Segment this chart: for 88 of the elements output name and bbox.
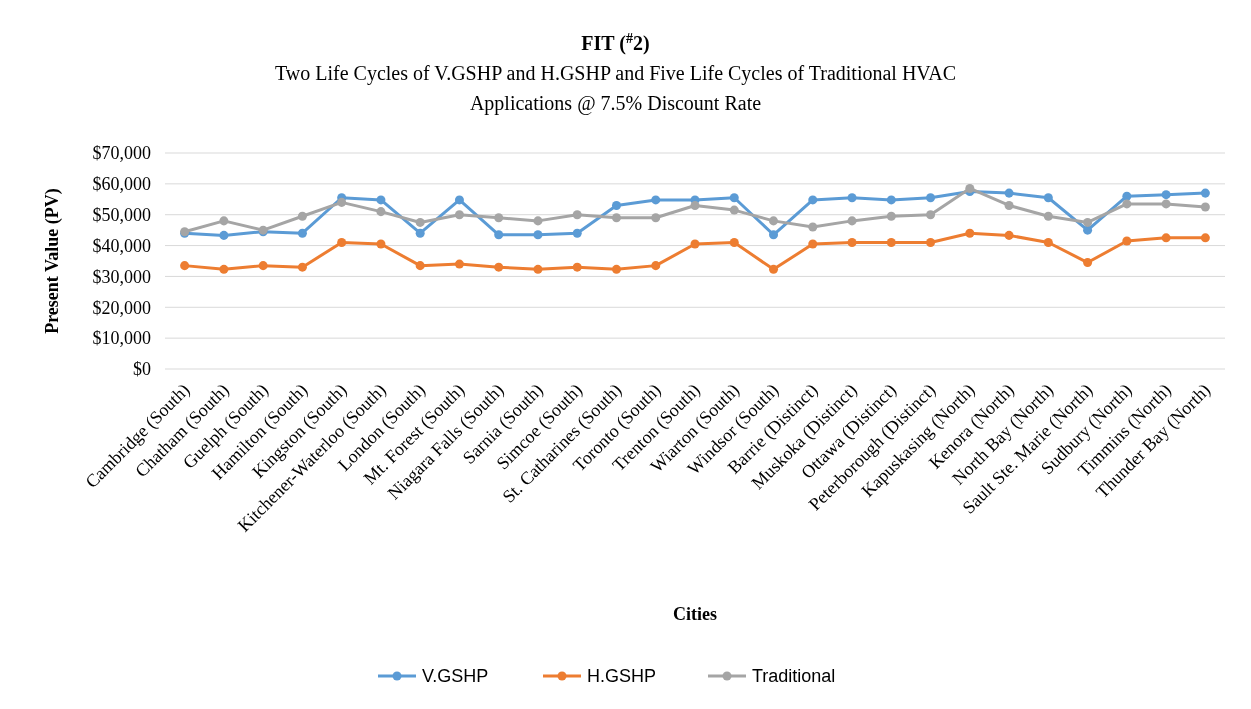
point	[258, 261, 268, 271]
point	[651, 261, 661, 271]
point	[494, 230, 504, 240]
point	[729, 205, 739, 215]
point	[219, 230, 229, 240]
point	[376, 239, 386, 249]
chart-title: FIT ($^{#}$2)	[581, 30, 650, 55]
y-tick-label: $30,000	[92, 266, 151, 287]
point	[219, 216, 229, 226]
point	[1122, 236, 1132, 246]
point	[454, 259, 464, 269]
y-tick-label: $40,000	[92, 235, 151, 256]
point	[1122, 199, 1132, 209]
point	[769, 230, 779, 240]
point	[965, 183, 975, 193]
point	[454, 195, 464, 205]
point	[494, 262, 504, 272]
y-tick-label: $0	[133, 359, 151, 380]
point	[533, 230, 543, 240]
point	[1200, 233, 1210, 243]
point	[1161, 233, 1171, 243]
chart-subtitle: Two Life Cycles of V.GSHP and H.GSHP and Five Life Cycles of Traditional HVAC Applications @ 7.5% Discount Rate	[275, 62, 956, 115]
point	[690, 200, 700, 210]
point	[415, 261, 425, 271]
point	[729, 193, 739, 203]
point	[572, 228, 582, 238]
point	[808, 239, 818, 249]
y-axis-title: Present Value (PV)	[42, 188, 63, 334]
point	[808, 195, 818, 205]
point	[337, 237, 347, 247]
point	[769, 216, 779, 226]
point	[926, 210, 936, 220]
point	[297, 228, 307, 238]
legend-label: V.GSHP	[422, 666, 489, 687]
point	[376, 207, 386, 217]
point	[376, 195, 386, 205]
point	[1004, 230, 1014, 240]
point	[1161, 190, 1171, 200]
point	[886, 211, 896, 221]
point	[886, 195, 896, 205]
point	[494, 213, 504, 223]
point	[729, 237, 739, 247]
point	[886, 237, 896, 247]
point	[1004, 200, 1014, 210]
point	[847, 193, 857, 203]
point	[965, 228, 975, 238]
point	[1043, 237, 1053, 247]
point	[1083, 217, 1093, 227]
point	[1004, 188, 1014, 198]
point	[337, 197, 347, 207]
point	[611, 200, 621, 210]
point	[611, 213, 621, 223]
y-tick-label: $50,000	[92, 205, 151, 226]
point	[1043, 193, 1053, 203]
point	[847, 216, 857, 226]
x-axis-title: Cities	[673, 604, 717, 624]
point	[415, 217, 425, 227]
y-tick-label: $70,000	[92, 143, 151, 164]
point	[415, 228, 425, 238]
point	[1043, 211, 1053, 221]
legend-label: Traditional	[752, 666, 836, 687]
point	[297, 211, 307, 221]
point	[533, 216, 543, 226]
point	[1161, 199, 1171, 209]
point	[690, 239, 700, 249]
point	[1083, 258, 1093, 268]
point	[1200, 188, 1210, 198]
point	[769, 264, 779, 274]
legend-label: H.GSHP	[587, 666, 657, 687]
point	[454, 210, 464, 220]
point	[611, 264, 621, 274]
point	[219, 264, 229, 274]
point	[180, 261, 190, 271]
point	[926, 237, 936, 247]
point	[572, 262, 582, 272]
point	[572, 210, 582, 220]
point	[1200, 202, 1210, 212]
point	[297, 262, 307, 272]
point	[808, 222, 818, 232]
point	[651, 213, 661, 223]
point	[926, 193, 936, 203]
y-tick-label: $10,000	[92, 328, 151, 349]
point	[533, 264, 543, 274]
point	[1122, 191, 1132, 201]
point	[651, 195, 661, 205]
point	[847, 237, 857, 247]
y-tick-label: $20,000	[92, 297, 151, 318]
y-tick-label: $60,000	[92, 174, 151, 195]
